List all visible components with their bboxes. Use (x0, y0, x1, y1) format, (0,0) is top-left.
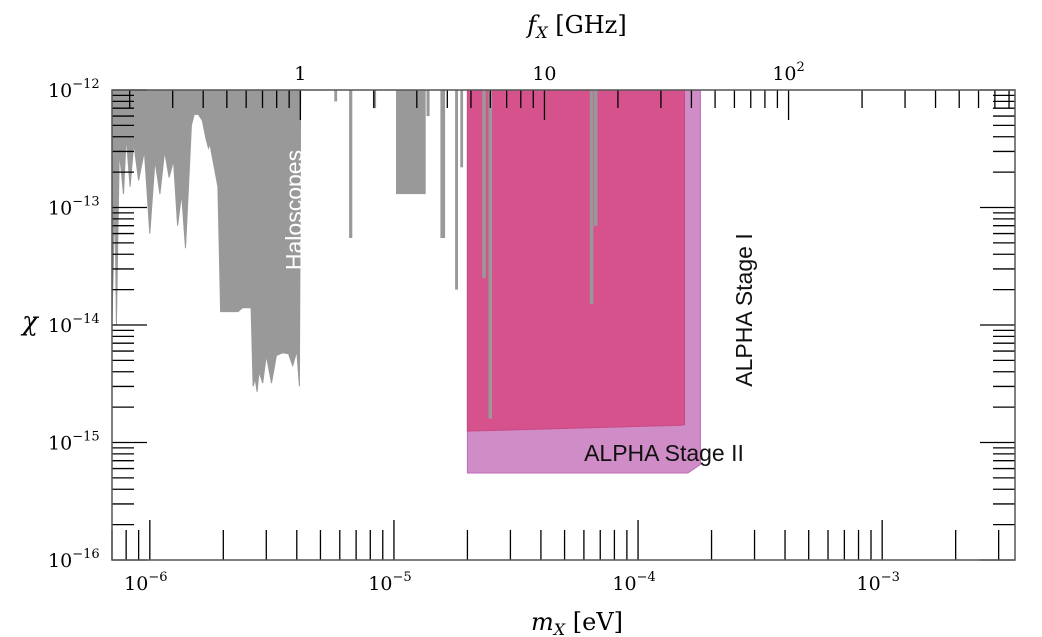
haloscope-spike-8 (460, 90, 464, 168)
x-tick-label: 10−4 (612, 570, 655, 595)
haloscope-spike-7 (455, 90, 458, 290)
top-tick-label: 1 (294, 63, 306, 85)
y-tick-label: 10−16 (48, 547, 100, 572)
alpha-stage-1-label: ALPHA Stage I (731, 233, 757, 386)
haloscope-spike-3 (372, 90, 377, 109)
y-tick-label: 10−13 (48, 195, 100, 220)
haloscope-line-3 (589, 90, 594, 305)
y-tick-label: 10−14 (48, 312, 100, 337)
haloscope-spike-2 (349, 90, 353, 238)
alpha-stage-2-label: ALPHA Stage II (584, 440, 744, 466)
axes-layer: 10−6 10−5 10−4 10−3 1 10 102 10−12 10−13 10−14 10−… (48, 60, 1015, 595)
haloscope-spike-5 (426, 90, 430, 117)
region-haloscopes (111, 89, 302, 392)
haloscope-line-4 (593, 90, 598, 226)
regions-layer (111, 89, 701, 474)
haloscope-line-1 (482, 90, 486, 279)
x-tick-label: 10−3 (857, 570, 900, 595)
region-alpha-stage-i (466, 89, 685, 432)
x-axis-label: mX [eV] (531, 608, 623, 637)
x-tick-label: 10−6 (124, 570, 167, 595)
haloscope-line-2 (488, 90, 492, 419)
haloscope-spike-1 (334, 90, 338, 102)
top-tick-label: 102 (772, 60, 804, 85)
haloscope-spike-4 (396, 90, 426, 195)
top-tick-label: 10 (532, 63, 556, 85)
y-axis-label: χ (20, 307, 40, 337)
top-axis-label: fX [GHz] (525, 11, 626, 42)
y-tick-label: 10−12 (48, 77, 100, 102)
haloscope-spike-6 (440, 90, 446, 238)
haloscopes-label: Haloscopes (281, 150, 307, 270)
x-tick-label: 10−5 (368, 570, 411, 595)
y-tick-label: 10−15 (48, 430, 100, 455)
plot-frame (111, 89, 1016, 561)
